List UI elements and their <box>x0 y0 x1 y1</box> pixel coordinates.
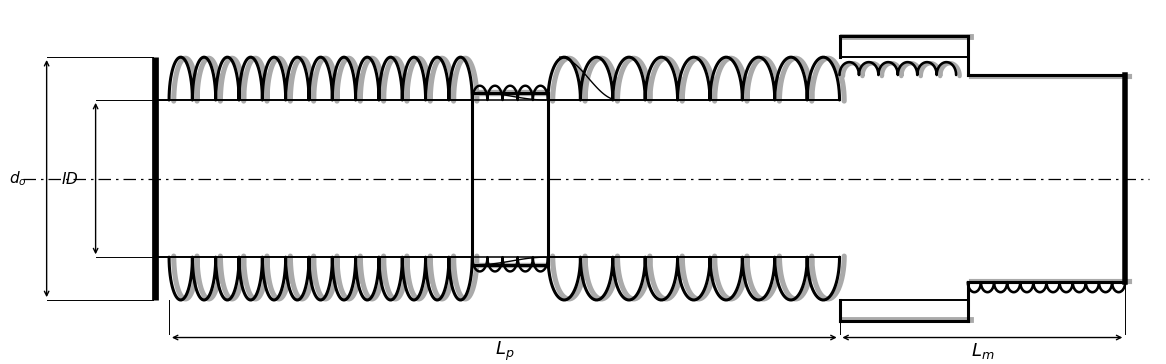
Text: $d_o$: $d_o$ <box>8 169 27 188</box>
Text: $ID$: $ID$ <box>61 171 79 187</box>
Text: $L_p$: $L_p$ <box>494 340 514 363</box>
Text: $L_m$: $L_m$ <box>970 341 995 361</box>
